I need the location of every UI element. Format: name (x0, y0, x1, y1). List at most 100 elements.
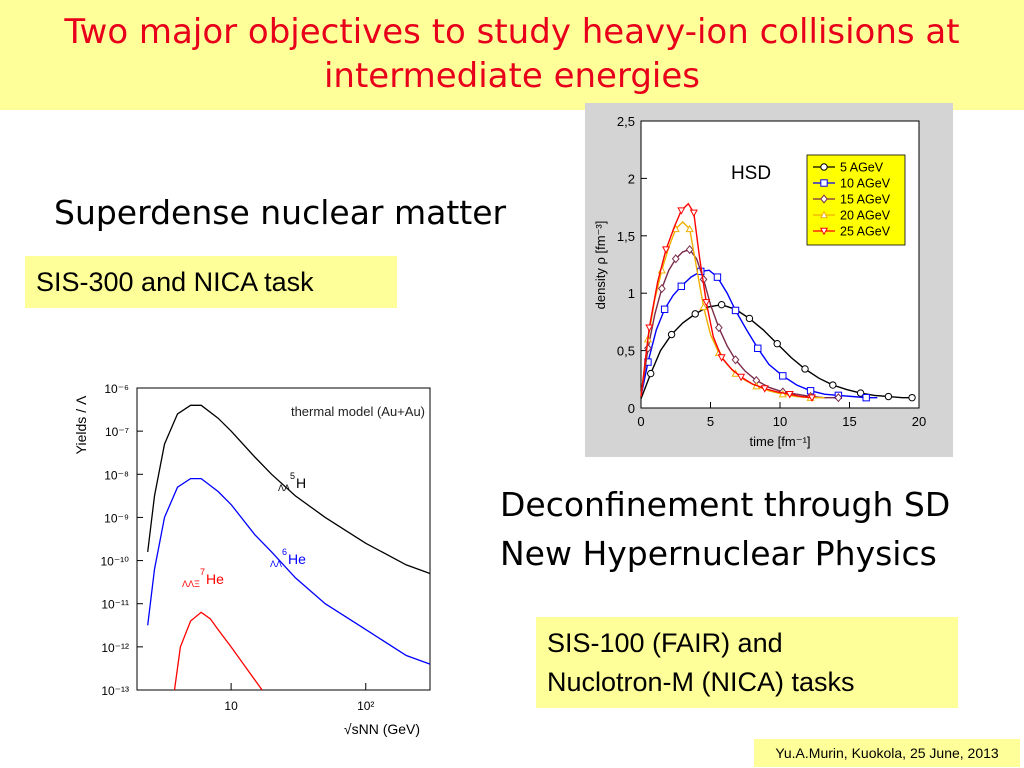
hsd-marker-circle (801, 365, 809, 373)
footer-credit: Yu.A.Murin, Kuokola, 25 June, 2013 (754, 739, 1020, 767)
hsd-series-line (640, 221, 825, 399)
hsd-marker-circle (717, 300, 726, 309)
yields-x-tick-label: 10 (224, 699, 238, 713)
hsd-marker-square (820, 179, 828, 187)
hsd-marker-square (660, 305, 669, 313)
yields-series-label-main: H (296, 475, 306, 491)
yields-series-label-sup: 7 (200, 567, 205, 577)
yields-series-label-sub: ΛΛΞ (182, 579, 200, 589)
hsd-legend-entries: 5 AGeV 10 AGeV 15 AGeV 20 AGeV 25 AGeV (813, 161, 891, 239)
yields-y-tick-label: 10⁻¹² (101, 641, 129, 655)
hsd-series-line (640, 202, 813, 399)
hsd-marker-diamond (820, 194, 828, 204)
hsd-marker-diamond (714, 323, 723, 333)
hsd-annotation: HSD (731, 163, 771, 184)
hsd-marker-circle (691, 310, 699, 318)
hsd-y-tick-label: 2 (628, 171, 635, 186)
yields-y-tick-label: 10⁻⁷ (105, 425, 129, 439)
hsd-marker-square (677, 282, 686, 291)
yields-series-line (147, 404, 431, 575)
hsd-y-label: density ρ [fm⁻³] (593, 221, 608, 310)
hsd-marker-triangle-up (778, 389, 787, 398)
hsd-marker-circle (647, 369, 655, 378)
hsd-y-tick-label: 2,5 (617, 114, 635, 129)
hsd-marker-triangle-up (819, 210, 829, 219)
hsd-x-tick-label: 20 (912, 414, 926, 429)
hsd-y-tick-label: 1,5 (617, 229, 635, 244)
slide-title: Two major objectives to study heavy-ion … (0, 10, 1024, 98)
yields-series-label-sub: ΛΛ (270, 559, 282, 569)
hsd-legend-label: 10 AGeV (840, 177, 891, 191)
yields-series-line (147, 477, 431, 665)
hsd-series (640, 202, 916, 403)
hsd-legend-label: 25 AGeV (840, 225, 891, 239)
yields-series-line (173, 611, 263, 691)
slide-title-line-1: Two major objectives to study heavy-ion … (64, 12, 960, 52)
hsd-legend-label: 15 AGeV (840, 193, 891, 207)
hsd-marker-diamond (657, 284, 666, 294)
hsd-marker-triangle-down (737, 373, 746, 382)
yields-y-tick-label: 10⁻¹¹ (101, 598, 129, 612)
heading-deconfinement-line-2: New Hypernuclear Physics (500, 534, 937, 573)
hsd-marker-circle (745, 314, 754, 323)
hsd-marker-diamond (644, 343, 652, 353)
title-band (0, 0, 1024, 110)
hsd-marker-circle (667, 330, 676, 339)
hsd-x-tick-label: 10 (773, 414, 787, 429)
hsd-marker-triangle-down (689, 209, 698, 218)
yields-annotation: thermal model (Au+Au) (291, 404, 425, 419)
heading-superdense: Superdense nuclear matter (54, 193, 507, 232)
hsd-marker-triangle-up (685, 224, 694, 233)
hsd-marker-diamond (671, 254, 680, 264)
yields-y-tick-label: 10⁻¹³ (101, 684, 129, 698)
yields-series-label-sup: 5 (290, 471, 295, 481)
hsd-marker-triangle-down (677, 207, 686, 215)
hsd-marker-triangle-down (717, 354, 726, 362)
hsd-marker-circle (856, 389, 865, 397)
hsd-marker-diamond (685, 244, 694, 255)
yields-x-label: √sNN (GeV) (344, 721, 420, 737)
hsd-marker-triangle-down (807, 394, 817, 402)
yields-y-tick-label: 10⁻⁶ (104, 382, 129, 396)
hsd-marker-triangle-up (699, 302, 708, 311)
task-box-sis100-line-1: SIS-100 (FAIR) and (547, 628, 783, 658)
yields-series-label-main: He (288, 551, 306, 567)
hsd-marker-circle (829, 381, 837, 389)
hsd-marker-circle (884, 392, 893, 401)
hsd-x-tick-label: 15 (842, 414, 856, 429)
yields-x-tick-label: 10² (357, 699, 374, 713)
yields-series-label-main: He (206, 571, 224, 587)
heading-deconfinement: Deconfinement through SD New Hypernuclea… (500, 480, 950, 578)
hsd-y-tick-label: 0 (628, 401, 635, 416)
yields-series-label-sup: 6 (282, 547, 287, 557)
hsd-marker-triangle-down (702, 299, 711, 307)
hsd-marker-triangle-down (645, 324, 654, 332)
task-box-sis300: SIS-300 and NICA task (25, 256, 397, 308)
yields-y-ticks: 10⁻⁶ 10⁻⁷ 10⁻⁸ 10⁻⁹ 10⁻¹⁰ 10⁻¹¹ 10⁻¹² 10⁻¹³ (101, 382, 143, 698)
yields-y-tick-label: 10⁻¹⁰ (101, 555, 130, 569)
hsd-x-tick-label: 5 (707, 414, 714, 429)
hsd-marker-square (713, 273, 722, 281)
hsd-marker-square (731, 306, 740, 315)
hsd-legend-label: 20 AGeV (840, 209, 891, 223)
hsd-x-tick-label: 0 (637, 414, 644, 429)
hsd-marker-square (779, 372, 787, 380)
hsd-marker-diamond (731, 355, 740, 365)
yields-y-tick-label: 10⁻⁸ (104, 468, 129, 482)
task-box-sis100: SIS-100 (FAIR) and Nuclotron-M (NICA) ta… (536, 617, 958, 708)
hsd-legend-label: 5 AGeV (840, 161, 884, 175)
hsd-density-chart: 0 5 10 15 20 0 0,5 1 1,5 2 2,5 HSD 5 AGeV 10 AGeV 15… (585, 103, 953, 457)
hsd-marker-circle (773, 340, 781, 348)
yields-series-label-sub: ΛΛ (278, 483, 290, 493)
hsd-marker-triangle-down (760, 385, 769, 393)
heading-deconfinement-line-1: Deconfinement through SD (500, 485, 951, 524)
yields-x-ticks: 10 10² (224, 683, 374, 713)
hsd-marker-triangle-down (785, 391, 794, 399)
hsd-x-label: time [fm⁻¹] (749, 434, 810, 449)
hsd-marker-square (754, 344, 762, 353)
hsd-marker-diamond (834, 393, 843, 403)
hsd-ticks: 0 5 10 15 20 0 0,5 1 1,5 2 2,5 (617, 114, 926, 429)
hsd-marker-square (862, 393, 870, 402)
